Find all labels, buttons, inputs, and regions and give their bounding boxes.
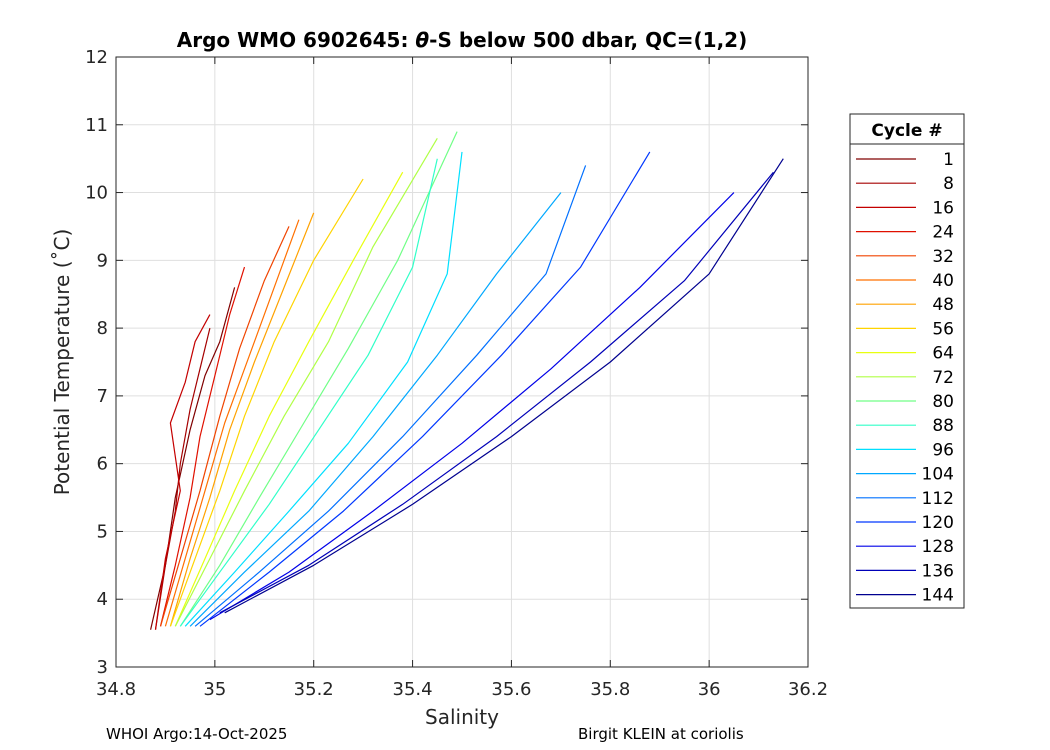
legend-entry-label: 24 [932, 223, 954, 243]
y-tick-label: 5 [97, 521, 108, 542]
series-line-cycle-80 [179, 131, 458, 627]
series-line-cycle-144 [224, 158, 784, 614]
y-tick-label: 8 [97, 318, 108, 339]
legend-entry-label: 64 [932, 344, 954, 364]
series-line-cycle-8 [154, 327, 211, 630]
x-tick-label: 34.8 [96, 679, 136, 700]
series-line-cycle-96 [184, 151, 463, 627]
y-tick-label: 4 [97, 589, 108, 610]
y-tick-labels: 3 4 5 6 7 8 9 10 11 12 [85, 47, 108, 678]
y-tick-label: 6 [97, 454, 108, 475]
series-lines [150, 131, 784, 630]
y-tick-label: 10 [85, 183, 108, 204]
series-line-cycle-112 [194, 165, 587, 627]
x-tick-label: 35.2 [294, 679, 334, 700]
x-tick-label: 36 [698, 679, 721, 700]
series-line-cycle-136 [219, 171, 774, 614]
legend-box [849, 113, 965, 609]
legend-entry-label: 40 [932, 271, 954, 291]
chart-title-suffix: -S below 500 dbar, QC=(1,2) [429, 28, 747, 52]
x-tick-label: 35.4 [393, 679, 433, 700]
legend-entry-label: 136 [922, 561, 954, 581]
legend-entry-label: 1 [943, 150, 954, 170]
legend-entry-label: 112 [922, 489, 954, 509]
legend-entry-label: 80 [932, 392, 954, 412]
legend-entry-label: 104 [922, 465, 954, 485]
legend-entry-label: 32 [932, 247, 954, 267]
y-tick-label: 12 [85, 47, 108, 68]
footer-credit-right: Birgit KLEIN at coriolis [578, 725, 744, 743]
legend-entry-label: 120 [922, 513, 954, 533]
y-tick-label: 11 [85, 115, 108, 136]
chart-title: Argo WMO 6902645: θ-S below 500 dbar, QC… [177, 28, 747, 52]
legend-entry-label: 8 [943, 174, 954, 194]
legend: Cycle # 1 8 16 24 32 40 48 56 64 72 80 88 96 104 112 12… [849, 113, 965, 609]
legend-entry-label: 96 [932, 440, 954, 460]
plot-frame [115, 56, 809, 668]
x-axis-label: Salinity [425, 705, 499, 729]
footer-credit-left: WHOI Argo:14-Oct-2025 [106, 725, 288, 743]
series-line-cycle-24 [159, 266, 246, 627]
chart-title-symbol: θ [415, 28, 429, 52]
series-line-cycle-120 [199, 151, 651, 627]
x-tick-label: 35.6 [491, 679, 531, 700]
legend-entry-label: 128 [922, 537, 954, 557]
y-tick-label: 7 [97, 386, 108, 407]
y-tick-label: 9 [97, 250, 108, 271]
legend-entry-label: 48 [932, 295, 954, 315]
legend-entry-label: 88 [932, 416, 954, 436]
series-line-cycle-32 [159, 226, 290, 627]
series-line-cycle-48 [169, 212, 315, 627]
legend-entry-label: 16 [932, 198, 954, 218]
y-tick-label: 3 [97, 657, 108, 678]
x-tick-labels: 34.8 35 35.2 35.4 35.6 35.8 36 36.2 [96, 679, 828, 700]
chart-title-prefix: Argo WMO 6902645: [177, 28, 416, 52]
x-tick-label: 36.2 [788, 679, 828, 700]
series-line-cycle-128 [209, 192, 735, 621]
series-line-cycle-104 [189, 192, 562, 627]
legend-entry-label: 72 [932, 368, 954, 388]
x-tick-label: 35.8 [590, 679, 630, 700]
plot-area [116, 57, 808, 667]
series-line-cycle-72 [174, 137, 438, 627]
x-tick-label: 35 [203, 679, 226, 700]
y-axis-label: Potential Temperature (˚C) [50, 229, 74, 496]
series-line-cycle-56 [169, 178, 364, 627]
series-line-cycle-40 [164, 219, 300, 627]
series-line-cycle-88 [179, 158, 438, 627]
legend-entries: 1 8 16 24 32 40 48 56 64 72 80 88 96 104 112 120 128 136 1… [856, 150, 954, 606]
legend-entry-label: 144 [922, 586, 954, 606]
axis-ticks [115, 56, 809, 668]
legend-title: Cycle # [871, 121, 942, 141]
legend-entry-label: 56 [932, 319, 954, 339]
series-line-cycle-16 [154, 314, 211, 630]
series-line-cycle-64 [174, 171, 404, 627]
